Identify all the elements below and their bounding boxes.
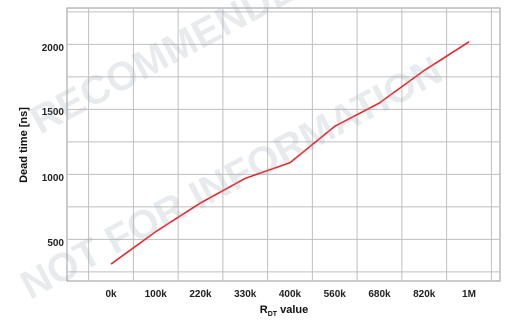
x-tick-label: 560k bbox=[324, 289, 347, 300]
x-axis-title: RDT value bbox=[260, 304, 308, 318]
y-tick-label: 1500 bbox=[42, 107, 65, 118]
plot-frame bbox=[66, 7, 501, 282]
x-tick-label: 220k bbox=[189, 289, 212, 300]
x-tick-labels: 0k 100k 220k 330k 400k 560k 680k 820k 1M bbox=[105, 289, 476, 300]
x-axis-title-main: R bbox=[260, 304, 268, 316]
y-tick-label: 1000 bbox=[42, 173, 65, 184]
plot-area bbox=[66, 7, 501, 282]
y-tick-label-partial: 500 bbox=[47, 238, 64, 249]
y-axis-title: Dead time [ns] bbox=[18, 107, 30, 183]
x-tick-label: 0k bbox=[105, 289, 117, 300]
x-tick-label: 400k bbox=[279, 289, 302, 300]
x-axis-title-subscript: DT bbox=[268, 311, 278, 318]
series-line bbox=[110, 41, 470, 265]
x-tick-label: 1M bbox=[462, 289, 476, 300]
x-tick-label: 100k bbox=[145, 289, 168, 300]
x-tick-label: 820k bbox=[413, 289, 436, 300]
x-tick-label: 680k bbox=[368, 289, 391, 300]
y-tick-labels: 1500 1000 2000 500 bbox=[42, 43, 65, 249]
gridlines bbox=[67, 8, 500, 281]
x-axis-title-suffix: value bbox=[277, 304, 308, 316]
y-tick-label-partial: 2000 bbox=[42, 43, 65, 54]
x-tick-label: 330k bbox=[234, 289, 257, 300]
